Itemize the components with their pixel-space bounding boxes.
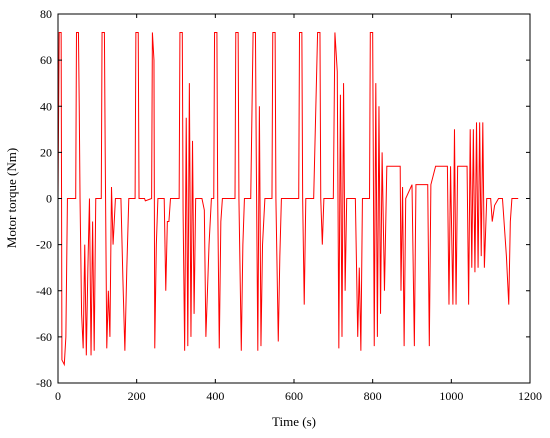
x-tick-label: 200: [128, 389, 146, 403]
y-axis-label: Motor torque (Nm): [4, 148, 19, 248]
x-axis-label: Time (s): [272, 414, 316, 429]
y-tick-label: 80: [40, 7, 52, 21]
x-tick-label: 400: [206, 389, 224, 403]
y-tick-label: 20: [40, 145, 52, 159]
x-tick-label: 0: [55, 389, 61, 403]
y-tick-label: 40: [40, 99, 52, 113]
line: [57, 31, 519, 367]
x-tick-label: 1200: [518, 389, 542, 403]
y-tick-label: -40: [36, 284, 52, 298]
y-tick-label: -80: [36, 376, 52, 390]
x-tick-label: 800: [364, 389, 382, 403]
y-tick-label: -60: [36, 330, 52, 344]
y-tick-label: 0: [46, 192, 52, 206]
x-tick-label: 1000: [439, 389, 463, 403]
y-tick-label: 60: [40, 53, 52, 67]
y-tick-label: -20: [36, 238, 52, 252]
x-tick-label: 600: [285, 389, 303, 403]
